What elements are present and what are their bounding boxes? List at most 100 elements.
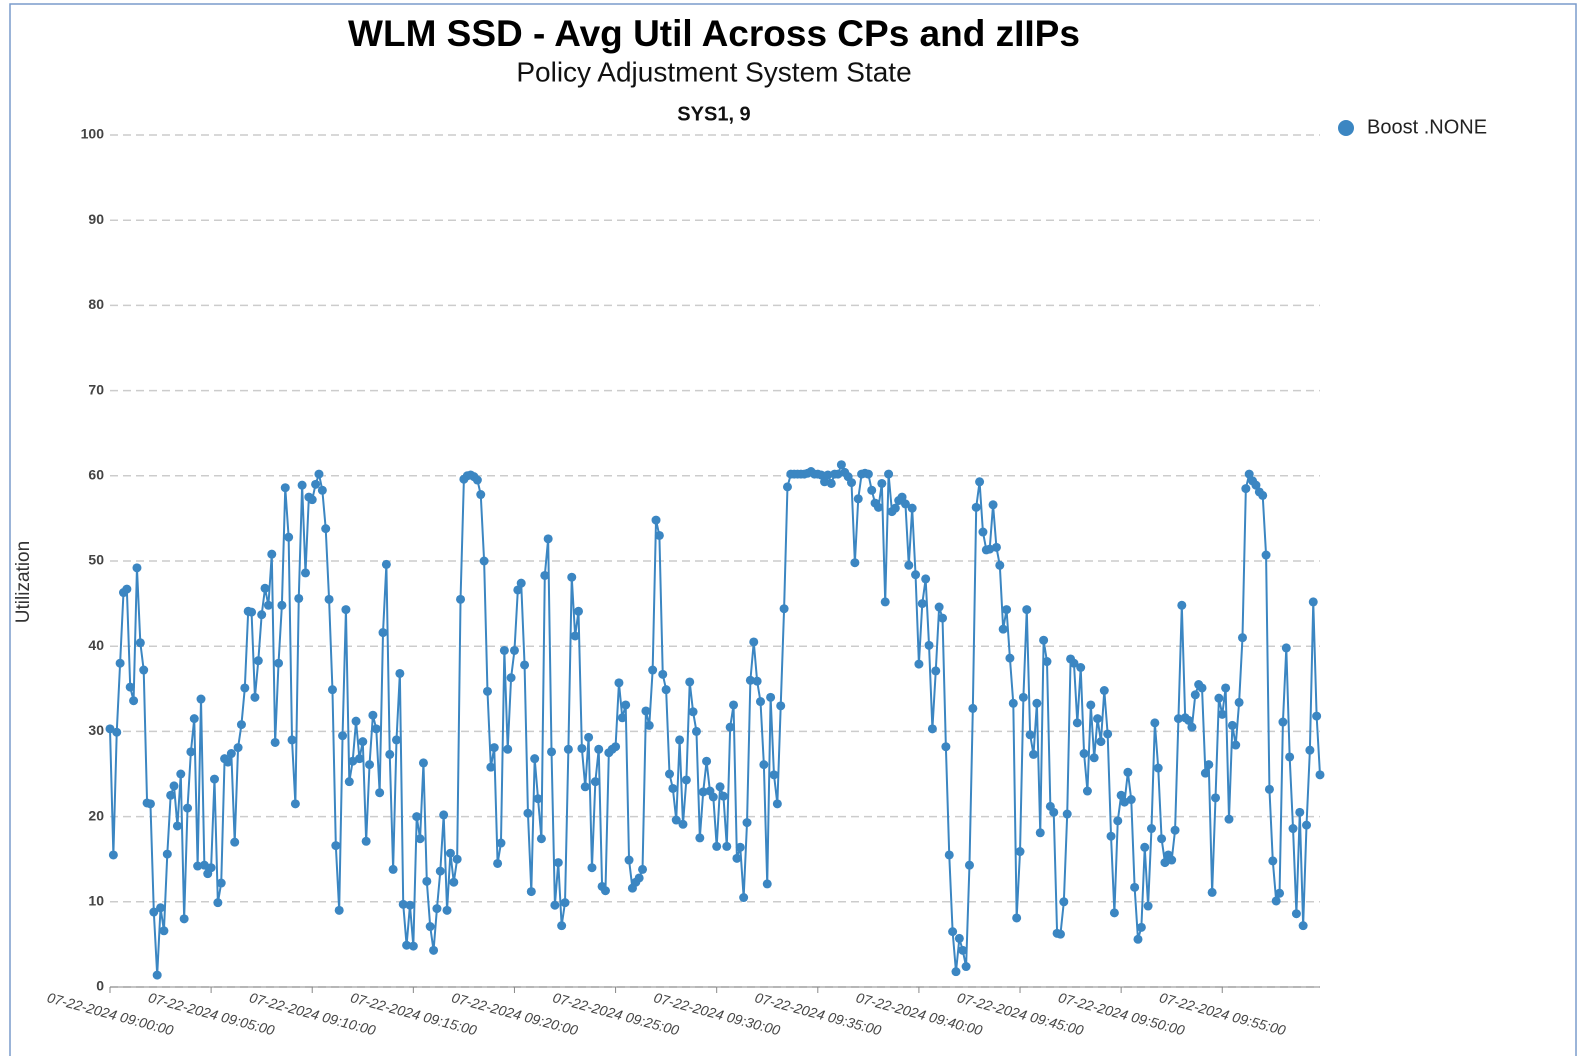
data-point xyxy=(452,854,462,864)
data-point xyxy=(668,783,678,793)
data-point xyxy=(954,933,964,943)
data-point xyxy=(257,610,267,620)
data-point xyxy=(823,470,833,480)
data-point xyxy=(938,613,948,623)
data-point xyxy=(570,631,580,641)
data-point xyxy=(873,502,883,512)
data-point xyxy=(287,735,297,745)
data-point xyxy=(600,886,610,896)
data-point xyxy=(199,860,209,870)
data-point xyxy=(1143,901,1153,911)
data-point xyxy=(523,808,533,818)
data-point xyxy=(762,879,772,889)
data-point xyxy=(169,781,179,791)
data-point xyxy=(186,747,196,757)
data-point xyxy=(391,735,401,745)
y-tick-label: 70 xyxy=(88,381,104,397)
data-point xyxy=(385,749,395,759)
data-point xyxy=(432,904,442,914)
data-point xyxy=(691,726,701,736)
data-point xyxy=(297,480,307,490)
data-point xyxy=(324,594,334,604)
data-point xyxy=(1012,913,1022,923)
data-point xyxy=(1261,550,1271,560)
data-point xyxy=(503,744,513,754)
data-point xyxy=(543,534,553,544)
data-point xyxy=(550,900,560,910)
data-point xyxy=(867,485,877,495)
data-point xyxy=(172,821,182,831)
data-point xyxy=(941,742,951,752)
data-point xyxy=(890,503,900,513)
data-point xyxy=(877,478,887,488)
data-point xyxy=(139,665,149,675)
data-point xyxy=(132,563,142,573)
data-point xyxy=(1214,693,1224,703)
data-point xyxy=(1072,718,1082,728)
data-point xyxy=(1237,633,1247,643)
data-point xyxy=(664,769,674,779)
data-point xyxy=(1170,825,1180,835)
data-point xyxy=(496,838,506,848)
data-point xyxy=(129,696,139,706)
data-point xyxy=(1157,834,1167,844)
data-point xyxy=(307,495,317,505)
data-point xyxy=(294,593,304,603)
y-tick-label: 50 xyxy=(88,552,104,568)
data-point xyxy=(1032,698,1042,708)
data-point xyxy=(587,863,597,873)
data-point xyxy=(681,775,691,785)
data-point xyxy=(398,899,408,909)
data-point xyxy=(826,478,836,488)
data-point xyxy=(412,812,422,822)
data-point xyxy=(948,927,958,937)
data-point xyxy=(105,724,115,734)
data-point xyxy=(638,864,648,874)
data-point xyxy=(1167,855,1177,865)
data-point xyxy=(233,743,243,753)
y-tick-label: 10 xyxy=(88,893,104,909)
data-point xyxy=(621,700,631,710)
data-point xyxy=(1029,749,1039,759)
data-point xyxy=(1113,816,1123,826)
data-point xyxy=(1275,888,1285,898)
data-point xyxy=(1150,718,1160,728)
y-tick-label: 100 xyxy=(81,126,105,142)
data-point xyxy=(236,720,246,730)
data-point xyxy=(611,742,621,752)
data-point xyxy=(1173,714,1183,724)
data-point xyxy=(375,788,385,798)
y-tick-label: 60 xyxy=(88,467,104,483)
data-point xyxy=(513,585,523,595)
data-point xyxy=(1153,763,1163,773)
data-point xyxy=(944,850,954,860)
data-point xyxy=(425,922,435,932)
data-point xyxy=(402,940,412,950)
data-point xyxy=(371,724,381,734)
data-point xyxy=(695,833,705,843)
data-point xyxy=(1211,793,1221,803)
data-point xyxy=(486,762,496,772)
data-point xyxy=(152,970,162,980)
data-point xyxy=(1234,697,1244,707)
data-point xyxy=(907,503,917,513)
data-point xyxy=(1295,807,1305,817)
data-point xyxy=(317,485,327,495)
data-point xyxy=(274,658,284,668)
data-point xyxy=(718,791,728,801)
data-point xyxy=(921,574,931,584)
data-point xyxy=(509,645,519,655)
data-point xyxy=(917,599,927,609)
data-point xyxy=(577,743,587,753)
data-point xyxy=(924,640,934,650)
data-point xyxy=(145,799,155,809)
data-point xyxy=(479,556,489,566)
data-point xyxy=(1039,635,1049,645)
data-point xyxy=(648,665,658,675)
data-point xyxy=(904,560,914,570)
data-point xyxy=(240,683,250,693)
data-point xyxy=(149,907,159,917)
data-point xyxy=(1204,760,1214,770)
data-point xyxy=(863,469,873,479)
